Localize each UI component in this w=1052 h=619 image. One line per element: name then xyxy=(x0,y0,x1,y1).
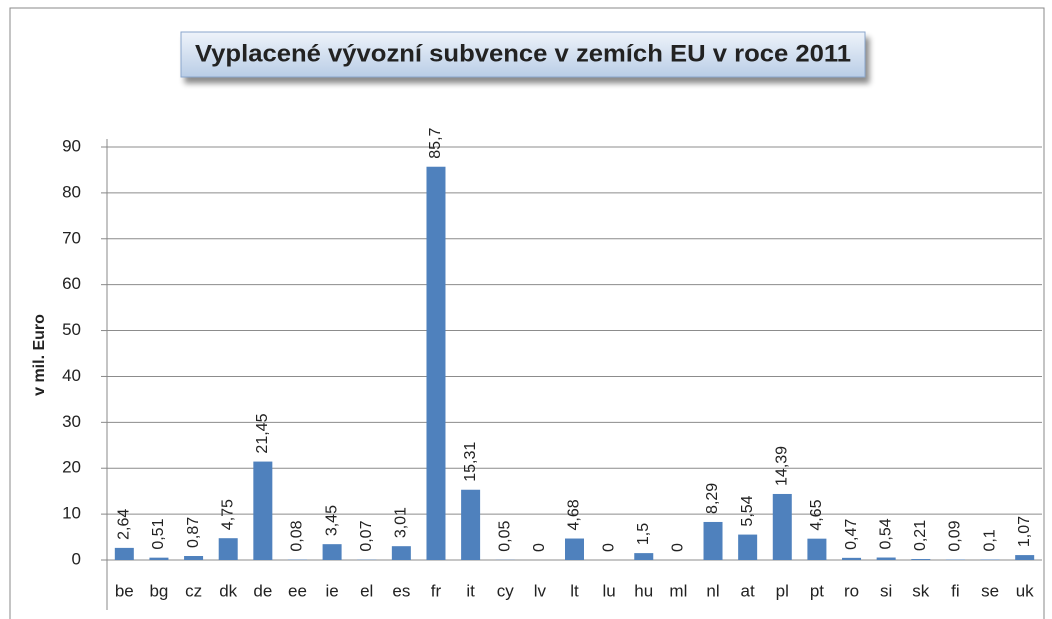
bar xyxy=(634,553,654,560)
y-tick-label: 60 xyxy=(62,274,81,293)
bar xyxy=(876,557,896,560)
bar xyxy=(184,556,204,560)
bar xyxy=(1015,555,1035,560)
bar xyxy=(565,538,584,560)
chart-frame xyxy=(9,7,1045,619)
x-tick-label: se xyxy=(981,581,999,600)
value-label: 8,29 xyxy=(704,483,721,514)
x-tick-label: lu xyxy=(603,581,616,600)
bar xyxy=(218,538,238,560)
x-tick-label: lv xyxy=(534,581,547,600)
bar xyxy=(842,557,862,560)
value-label: 0,51 xyxy=(150,518,167,549)
x-tick-label: nl xyxy=(706,581,719,600)
value-label: 0,07 xyxy=(358,520,375,551)
value-label: 1,07 xyxy=(1016,516,1033,547)
x-tick-label: uk xyxy=(1016,581,1034,600)
value-label: 4,75 xyxy=(219,499,236,530)
value-label: 0,54 xyxy=(877,518,894,549)
x-tick-label: de xyxy=(253,581,272,600)
x-tick-label: pt xyxy=(810,581,824,600)
value-label: 0,87 xyxy=(185,517,202,548)
bar xyxy=(322,544,342,560)
value-label: 0 xyxy=(600,543,617,552)
x-tick-label: be xyxy=(115,581,134,600)
y-tick-label: 20 xyxy=(62,458,81,477)
x-tick-label: cz xyxy=(185,581,202,600)
value-label: 21,45 xyxy=(254,413,271,453)
bar xyxy=(461,489,481,560)
x-tick-label: ee xyxy=(288,581,307,600)
x-tick-label: el xyxy=(360,581,373,600)
value-label: 85,7 xyxy=(427,127,444,158)
y-tick-label: 30 xyxy=(62,412,81,431)
x-tick-label: hu xyxy=(634,581,653,600)
x-tick-label: es xyxy=(392,581,410,600)
x-tick-label: it xyxy=(466,581,475,600)
x-tick-label: lt xyxy=(570,581,579,600)
value-label: 3,45 xyxy=(323,505,340,536)
value-label: 0 xyxy=(670,543,687,552)
bar xyxy=(114,547,134,560)
title-box xyxy=(180,31,866,78)
y-tick-label: 10 xyxy=(62,504,81,523)
x-tick-label: bg xyxy=(149,581,168,600)
x-tick-label: dk xyxy=(219,581,237,600)
value-label: 15,31 xyxy=(462,442,479,482)
bar xyxy=(391,546,411,560)
value-label: 0,21 xyxy=(912,520,929,551)
value-label: 0,47 xyxy=(843,519,860,550)
value-label: 4,65 xyxy=(808,499,825,530)
x-tick-label: sk xyxy=(912,581,930,600)
value-label: 0,09 xyxy=(947,520,964,551)
bar xyxy=(253,461,273,560)
x-tick-label: pl xyxy=(776,581,789,600)
y-tick-label: 70 xyxy=(62,228,81,247)
bar xyxy=(703,521,723,560)
x-tick-label: at xyxy=(741,581,755,600)
value-label: 4,68 xyxy=(566,499,583,530)
value-label: 14,39 xyxy=(773,446,790,486)
y-axis-label: v mil. Euro xyxy=(31,314,48,396)
bar xyxy=(772,493,792,560)
y-tick-label: 50 xyxy=(62,320,81,339)
value-label: 3,01 xyxy=(393,507,410,538)
value-label: 2,64 xyxy=(116,509,133,540)
y-tick-label: 40 xyxy=(62,366,81,385)
x-tick-label: ie xyxy=(325,581,338,600)
value-label: 5,54 xyxy=(739,495,756,526)
x-tick-label: fi xyxy=(951,581,960,600)
bar xyxy=(807,538,827,560)
bar xyxy=(738,534,758,560)
value-label: 1,5 xyxy=(635,523,652,545)
bar xyxy=(911,559,931,560)
y-tick-label: 80 xyxy=(62,182,81,201)
bar xyxy=(149,557,169,560)
chart-title: Vyplacené vývozní subvence v zemích EU v… xyxy=(195,40,851,67)
x-tick-label: ro xyxy=(844,581,859,600)
x-tick-label: ml xyxy=(669,581,687,600)
value-label: 0,05 xyxy=(496,521,513,552)
value-label: 0,1 xyxy=(981,529,998,551)
x-tick-label: si xyxy=(880,581,892,600)
value-label: 0,08 xyxy=(289,520,306,551)
bar xyxy=(426,166,446,560)
x-tick-label: fr xyxy=(431,581,442,600)
y-tick-label: 90 xyxy=(62,136,81,155)
value-label: 0 xyxy=(531,543,548,552)
x-tick-label: cy xyxy=(497,581,515,600)
y-tick-label: 0 xyxy=(72,549,81,568)
